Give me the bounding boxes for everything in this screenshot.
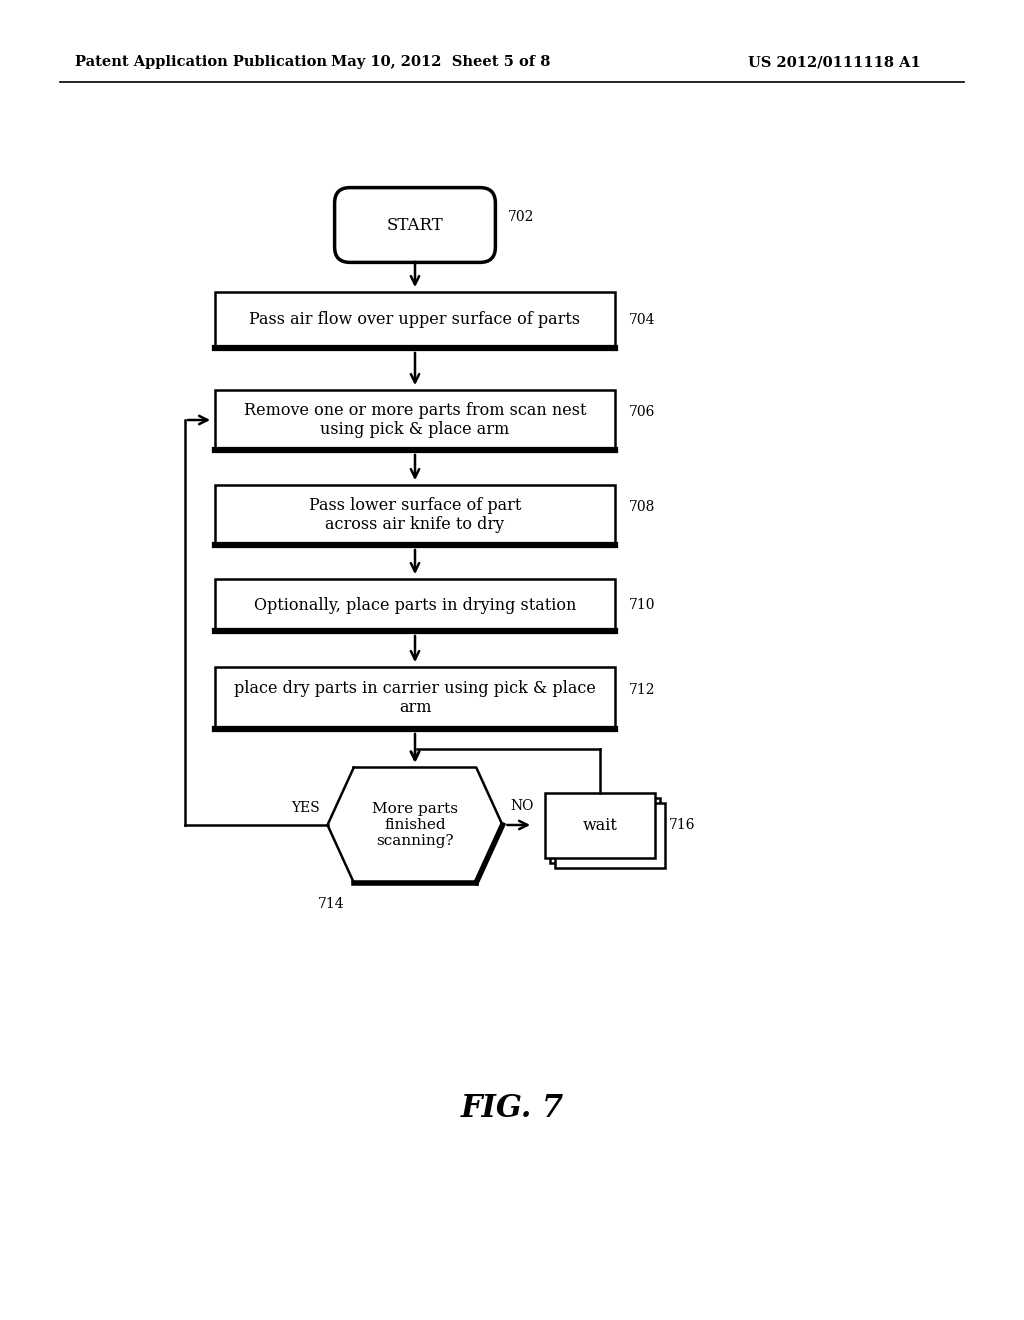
Text: Optionally, place parts in drying station: Optionally, place parts in drying statio… — [254, 597, 577, 614]
Text: 706: 706 — [629, 405, 655, 418]
Bar — [215, 389, 615, 450]
Bar — [215, 579, 615, 631]
Polygon shape — [328, 767, 503, 883]
Text: START: START — [387, 216, 443, 234]
Bar — [545, 792, 655, 858]
Bar — [215, 292, 615, 348]
Text: 708: 708 — [629, 500, 655, 513]
Text: Remove one or more parts from scan nest
using pick & place arm: Remove one or more parts from scan nest … — [244, 401, 587, 438]
Bar — [555, 803, 665, 867]
FancyBboxPatch shape — [335, 187, 496, 263]
Text: FIG. 7: FIG. 7 — [461, 1093, 563, 1125]
Text: Pass air flow over upper surface of parts: Pass air flow over upper surface of part… — [250, 312, 581, 329]
Text: YES: YES — [291, 801, 319, 814]
Text: wait: wait — [583, 817, 617, 833]
Text: 710: 710 — [629, 598, 655, 612]
Text: 712: 712 — [629, 682, 655, 697]
Bar — [215, 484, 615, 545]
Text: Patent Application Publication: Patent Application Publication — [75, 55, 327, 69]
Text: More parts
finished
scanning?: More parts finished scanning? — [372, 801, 458, 849]
Text: 716: 716 — [669, 818, 695, 832]
Text: May 10, 2012  Sheet 5 of 8: May 10, 2012 Sheet 5 of 8 — [331, 55, 550, 69]
Bar — [215, 667, 615, 729]
Text: US 2012/0111118 A1: US 2012/0111118 A1 — [748, 55, 921, 69]
Text: Pass lower surface of part
across air knife to dry: Pass lower surface of part across air kn… — [309, 496, 521, 533]
Text: NO: NO — [511, 799, 534, 813]
Text: 704: 704 — [629, 313, 655, 327]
Bar — [550, 797, 660, 862]
Text: 702: 702 — [508, 210, 535, 224]
Text: place dry parts in carrier using pick & place
arm: place dry parts in carrier using pick & … — [234, 680, 596, 717]
Text: 714: 714 — [317, 898, 344, 912]
